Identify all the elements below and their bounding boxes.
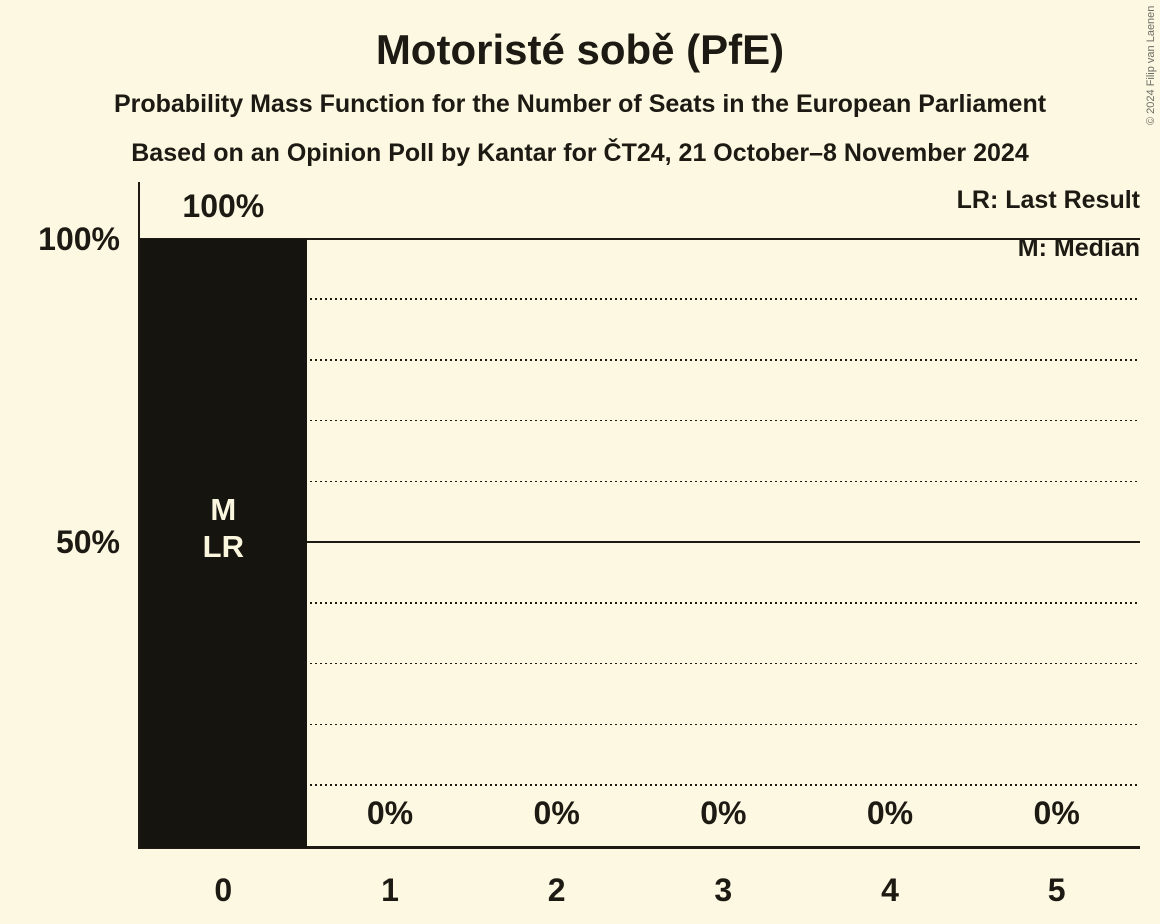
y-tick-label-50: 50%	[55, 524, 120, 561]
value-label-seats-5: 0%	[1033, 795, 1080, 831]
x-axis-line	[138, 846, 1140, 849]
gridline-solid-50	[140, 541, 1140, 544]
value-label-seats-2: 0%	[533, 795, 580, 831]
gridline-solid-100	[140, 237, 1140, 240]
bar-annotation-0: M LR	[202, 492, 244, 564]
copyright-note: © 2024 Filip van Laenen	[1145, 5, 1157, 125]
value-label-seats-0: 100%	[182, 187, 265, 224]
bar-seats-0: M LR	[140, 238, 307, 848]
x-tick-label-0: 0	[214, 872, 233, 908]
y-axis-line	[138, 182, 140, 849]
gridline-dotted-30	[140, 662, 1140, 665]
x-tick-label-3: 3	[714, 872, 733, 908]
chart-poll-info: Based on an Opinion Poll by Kantar for Č…	[131, 139, 1029, 167]
x-tick-label-2: 2	[547, 872, 566, 908]
y-tick-label-100: 100%	[38, 220, 120, 257]
x-tick-label-4: 4	[881, 872, 899, 908]
gridline-dotted-60	[140, 480, 1140, 483]
chart-subtitle: Probability Mass Function for the Number…	[113, 90, 1047, 118]
plot-area: M LR 100% 0 0% 1 0% 2 0% 3 0% 4 0% 5	[138, 182, 1140, 908]
value-label-seats-3: 0%	[700, 795, 747, 831]
gridline-dotted-20	[140, 723, 1140, 726]
value-label-seats-1: 0%	[366, 795, 414, 831]
legend-median: M: Median	[1017, 234, 1140, 262]
x-tick-label-1: 1	[381, 872, 399, 908]
gridline-dotted-90	[140, 298, 1140, 300]
gridline-dotted-80	[140, 359, 1140, 361]
gridline-dotted-70	[140, 419, 1140, 422]
value-label-seats-4: 0%	[866, 795, 914, 831]
x-tick-label-5: 5	[1047, 872, 1066, 908]
legend-last-result: LR: Last Result	[956, 186, 1140, 214]
gridline-dotted-10	[140, 784, 1140, 786]
chart-title: Motoristé sobě (PfE)	[375, 26, 785, 73]
gridline-dotted-40	[140, 602, 1140, 604]
